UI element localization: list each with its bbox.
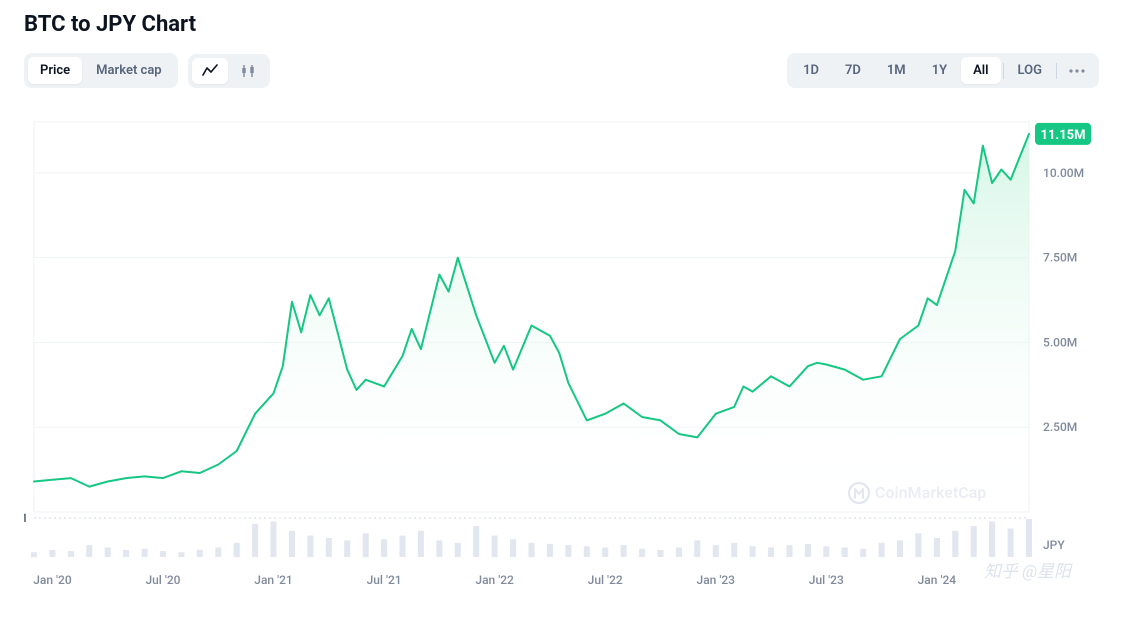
log-toggle[interactable]: LOG — [1006, 57, 1054, 84]
svg-text:10.00M: 10.00M — [1043, 166, 1084, 180]
svg-text:CoinMarketCap: CoinMarketCap — [875, 483, 986, 502]
svg-text:Jul '22: Jul '22 — [588, 573, 623, 587]
price-chart-svg: 2.50M 5.00M 7.50M 10.00M 5.1451 11.15M JPY Jan … — [24, 112, 1099, 592]
metric-toggle-group: Price Market cap — [24, 53, 178, 88]
svg-text:JPY: JPY — [1043, 538, 1065, 552]
svg-text:Jul '21: Jul '21 — [367, 573, 402, 587]
svg-text:Jan '22: Jan '22 — [475, 573, 514, 587]
timeframe-7d[interactable]: 7D — [833, 57, 873, 84]
svg-text:7.50M: 7.50M — [1043, 251, 1077, 265]
svg-text:Jan '24: Jan '24 — [918, 573, 957, 587]
svg-text:Jan '23: Jan '23 — [697, 573, 736, 587]
svg-text:5.1451: 5.1451 — [24, 511, 28, 525]
more-options-icon[interactable] — [1059, 57, 1095, 84]
svg-text:5.00M: 5.00M — [1043, 335, 1077, 349]
line-chart-icon[interactable] — [192, 58, 228, 84]
timeframe-1m[interactable]: 1M — [875, 57, 918, 84]
timeframe-1y[interactable]: 1Y — [920, 57, 959, 84]
svg-text:Jul '23: Jul '23 — [809, 573, 844, 587]
chart-title: BTC to JPY Chart — [24, 12, 1099, 37]
timeframe-group: 1D 7D 1M 1Y All LOG — [787, 53, 1099, 88]
timeframe-all[interactable]: All — [961, 57, 1000, 84]
chart-area[interactable]: 2.50M 5.00M 7.50M 10.00M 5.1451 11.15M JPY Jan … — [24, 112, 1099, 592]
separator — [1056, 63, 1057, 79]
chart-toolbar: Price Market cap 1D 7D 1M 1Y All — [24, 53, 1099, 88]
separator — [1003, 63, 1004, 79]
timeframe-1d[interactable]: 1D — [791, 57, 831, 84]
svg-text:Jan '20: Jan '20 — [33, 573, 72, 587]
svg-text:Jan '21: Jan '21 — [254, 573, 292, 587]
svg-text:2.50M: 2.50M — [1043, 420, 1077, 434]
price-toggle[interactable]: Price — [28, 57, 82, 84]
candlestick-chart-icon[interactable] — [230, 58, 266, 84]
marketcap-toggle[interactable]: Market cap — [84, 57, 173, 84]
chart-style-group — [188, 54, 270, 88]
svg-text:Jul '20: Jul '20 — [145, 573, 180, 587]
svg-text:11.15M: 11.15M — [1041, 128, 1086, 143]
